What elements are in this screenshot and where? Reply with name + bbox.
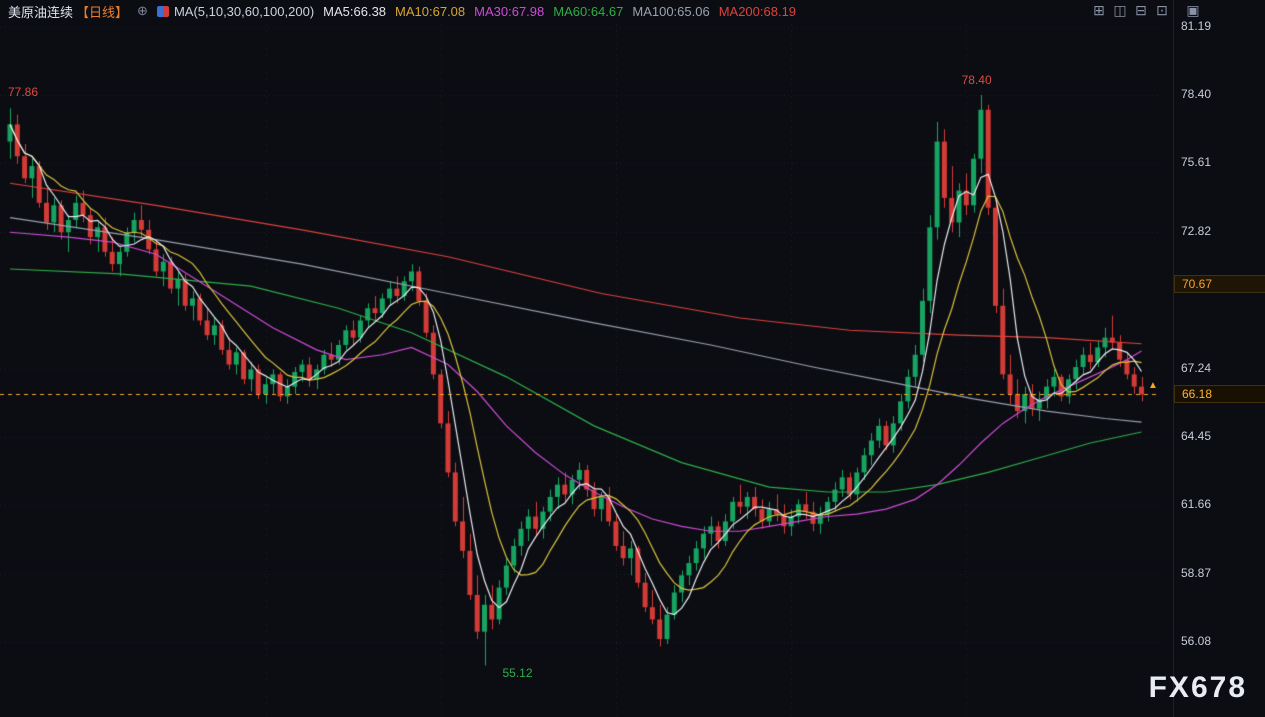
layout-horizontal-split-icon[interactable]: ⊟: [1135, 2, 1147, 18]
layout-grid-icon[interactable]: ⊞: [1093, 2, 1105, 18]
y-axis: 81.19 78.40 75.61 72.82 67.24 64.45 61.66 58.87…: [1173, 0, 1265, 717]
layout-vertical-split-icon[interactable]: ◫: [1113, 2, 1127, 18]
compare-add-icon[interactable]: ⊕: [137, 3, 148, 18]
ma-legend-item: MA200:68.19: [718, 3, 797, 19]
ma-legend-item: MA5:66.38: [323, 3, 387, 19]
y-axis-tick: 78.40: [1181, 87, 1212, 101]
layout-single-icon[interactable]: ⊡: [1156, 2, 1168, 18]
price-annotation: 55.12: [502, 666, 533, 681]
price-level-box: 70.67: [1174, 275, 1265, 294]
price-annotation: 77.86: [8, 85, 39, 100]
ma-legend-item: MA10:67.08: [395, 3, 466, 19]
current-price-box: 66.18: [1174, 385, 1265, 404]
ma-legend-item: MA60:64.67: [553, 3, 624, 19]
layout-toolbar: ⊞ ◫ ⊟ ⊡: [1091, 2, 1170, 19]
y-axis-tick: 64.45: [1181, 428, 1212, 443]
y-axis-tick: 67.24: [1181, 360, 1212, 375]
symbol-name: 美原油连续: [8, 4, 74, 20]
ma-legend-item: MA30:67.98: [474, 3, 545, 19]
watermark: FX678: [1148, 671, 1247, 704]
y-axis-tick: 72.82: [1181, 223, 1212, 238]
price-direction-arrow: ▲: [1148, 380, 1158, 392]
y-axis-tick: 81.19: [1181, 18, 1212, 33]
indicator-icon[interactable]: [156, 5, 169, 17]
price-annotation: 78.40: [961, 73, 992, 88]
y-axis-tick: 75.61: [1181, 155, 1212, 170]
ma-group-label: MA(5,10,30,60,100,200): [173, 3, 315, 19]
legend-bar: 美原油连续 【日线】 ⊕ MA(5,10,30,60,100,200) MA5:…: [0, 0, 796, 22]
y-axis-tick: 61.66: [1181, 497, 1212, 512]
ma-legend-item: MA100:65.06: [632, 3, 710, 19]
period-label[interactable]: 【日线】: [76, 4, 129, 20]
panel-maximize-icon[interactable]: ▣: [1186, 2, 1200, 18]
y-axis-tick: 56.08: [1181, 634, 1212, 648]
y-axis-tick: 58.87: [1181, 565, 1212, 580]
